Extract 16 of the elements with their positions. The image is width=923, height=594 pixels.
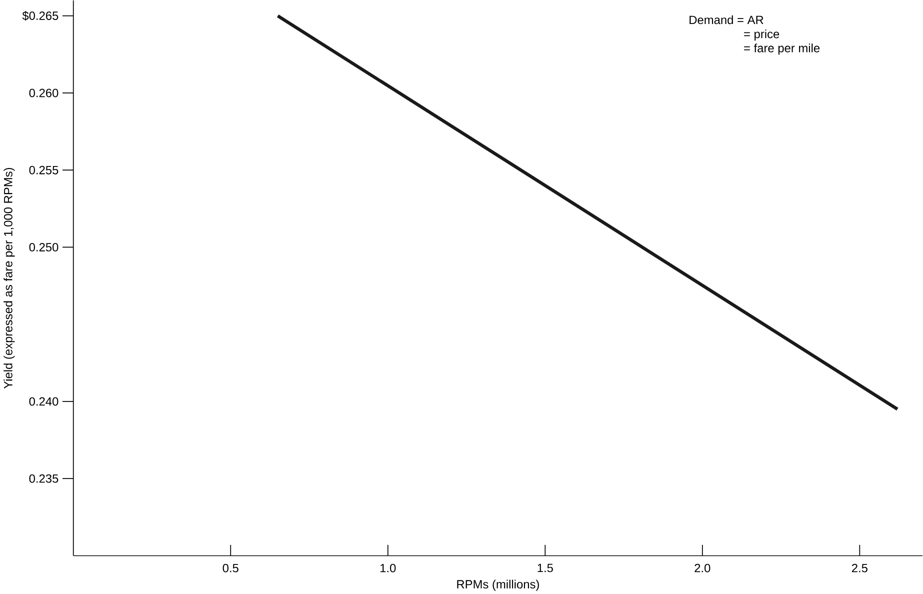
annotation: Demand = AR	[690, 15, 764, 24]
x-tick-label: 0.5	[222, 564, 238, 572]
x-tick-label: 1.5	[538, 564, 553, 572]
annotation: = fare per mile	[744, 43, 820, 54]
x-axis-title: RPMs (millions)	[457, 580, 539, 591]
y-tick-label: 0.255	[29, 166, 58, 174]
x-tick-label: 2.0	[694, 564, 710, 572]
y-axis-title: Yield (expressed as fare per 1,000 RPMs)	[4, 168, 15, 388]
y-tick-label: 0.235	[29, 474, 58, 483]
annotation: = price	[744, 29, 780, 40]
x-tick-label: 1.0	[380, 564, 396, 572]
x-tick-label: 2.5	[852, 564, 868, 572]
y-tick-label: $0.265	[22, 10, 58, 20]
y-tick-label: 0.260	[29, 88, 58, 97]
y-tick-label: 0.250	[29, 242, 58, 252]
y-tick-label: 0.240	[29, 396, 58, 406]
